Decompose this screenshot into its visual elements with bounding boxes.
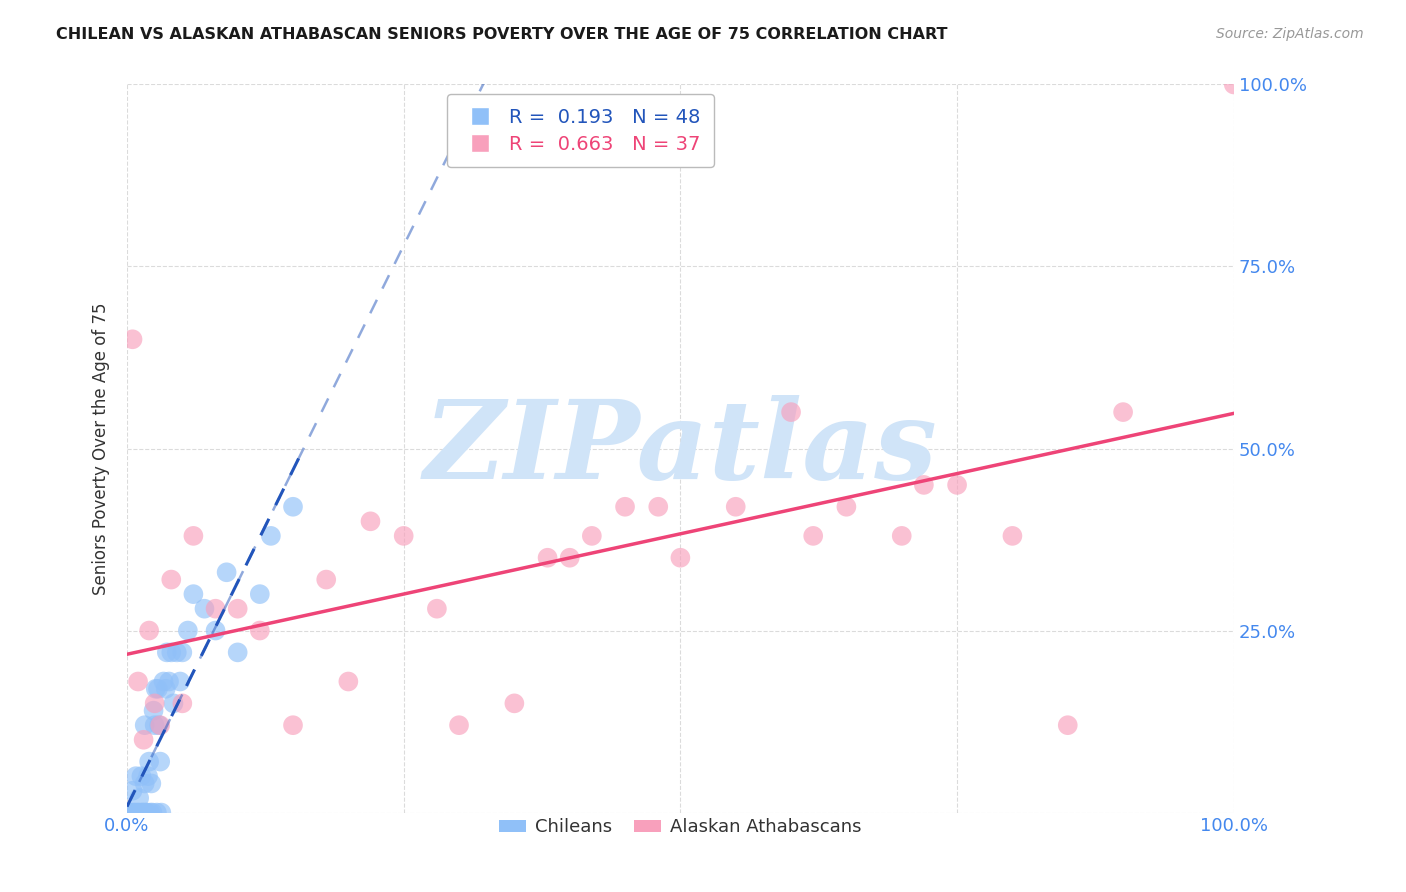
- Point: [146, 681, 169, 696]
- Point: [337, 674, 360, 689]
- Point: [801, 529, 824, 543]
- Point: [132, 805, 155, 820]
- Point: [141, 776, 163, 790]
- Point: [138, 755, 160, 769]
- Text: CHILEAN VS ALASKAN ATHABASCAN SENIORS POVERTY OVER THE AGE OF 75 CORRELATION CHA: CHILEAN VS ALASKAN ATHABASCAN SENIORS PO…: [56, 27, 948, 42]
- Point: [135, 805, 157, 820]
- Point: [131, 805, 153, 820]
- Point: [193, 601, 215, 615]
- Point: [149, 718, 172, 732]
- Point: [204, 601, 226, 615]
- Point: [360, 514, 382, 528]
- Point: [260, 529, 283, 543]
- Point: [426, 601, 449, 615]
- Point: [143, 718, 166, 732]
- Y-axis label: Seniors Poverty Over the Age of 75: Seniors Poverty Over the Age of 75: [93, 302, 110, 595]
- Point: [215, 566, 238, 580]
- Point: [890, 529, 912, 543]
- Point: [139, 805, 162, 820]
- Point: [148, 718, 170, 732]
- Point: [149, 755, 172, 769]
- Point: [281, 718, 304, 732]
- Point: [1223, 78, 1246, 92]
- Point: [614, 500, 637, 514]
- Point: [669, 550, 692, 565]
- Point: [122, 805, 145, 820]
- Point: [447, 718, 470, 732]
- Text: ZIPatlas: ZIPatlas: [423, 395, 938, 502]
- Point: [121, 783, 143, 797]
- Point: [132, 732, 155, 747]
- Point: [125, 769, 148, 783]
- Point: [134, 776, 156, 790]
- Point: [128, 791, 150, 805]
- Point: [226, 645, 249, 659]
- Point: [172, 697, 194, 711]
- Point: [581, 529, 603, 543]
- Point: [912, 478, 935, 492]
- Point: [138, 624, 160, 638]
- Text: Source: ZipAtlas.com: Source: ZipAtlas.com: [1216, 27, 1364, 41]
- Point: [162, 697, 184, 711]
- Point: [160, 645, 183, 659]
- Point: [155, 681, 177, 696]
- Point: [152, 674, 174, 689]
- Point: [946, 478, 969, 492]
- Point: [150, 805, 173, 820]
- Point: [157, 674, 180, 689]
- Point: [121, 332, 143, 346]
- Point: [118, 805, 141, 820]
- Point: [647, 500, 669, 514]
- Point: [392, 529, 415, 543]
- Point: [131, 769, 153, 783]
- Point: [145, 681, 167, 696]
- Point: [249, 587, 271, 601]
- Point: [226, 601, 249, 615]
- Point: [558, 550, 581, 565]
- Point: [135, 805, 157, 820]
- Point: [142, 704, 165, 718]
- Point: [249, 624, 271, 638]
- Point: [183, 529, 205, 543]
- Point: [1056, 718, 1078, 732]
- Point: [166, 645, 188, 659]
- Point: [204, 624, 226, 638]
- Point: [141, 805, 163, 820]
- Point: [120, 805, 142, 820]
- Point: [724, 500, 747, 514]
- Point: [124, 805, 146, 820]
- Point: [156, 645, 179, 659]
- Point: [281, 500, 304, 514]
- Point: [143, 697, 166, 711]
- Point: [315, 573, 337, 587]
- Point: [134, 718, 156, 732]
- Point: [146, 805, 169, 820]
- Point: [125, 805, 148, 820]
- Point: [127, 674, 149, 689]
- Point: [183, 587, 205, 601]
- Point: [835, 500, 858, 514]
- Legend: Chileans, Alaskan Athabascans: Chileans, Alaskan Athabascans: [492, 811, 869, 844]
- Point: [503, 697, 526, 711]
- Point: [1112, 405, 1135, 419]
- Point: [1001, 529, 1024, 543]
- Point: [780, 405, 803, 419]
- Point: [129, 805, 152, 820]
- Point: [136, 769, 159, 783]
- Point: [169, 674, 191, 689]
- Point: [172, 645, 194, 659]
- Point: [160, 573, 183, 587]
- Point: [127, 805, 149, 820]
- Point: [536, 550, 558, 565]
- Point: [177, 624, 200, 638]
